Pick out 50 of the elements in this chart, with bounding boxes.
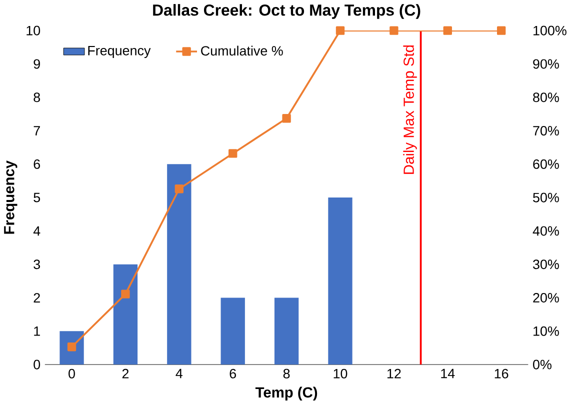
y2-tick-label: 60% <box>533 160 559 170</box>
x-tick-label: 0 <box>68 369 75 379</box>
y2-tick-label: 70% <box>533 126 559 136</box>
x-tick-label: 2 <box>122 369 129 378</box>
bar <box>274 298 299 365</box>
y2-tick-label: 20% <box>533 293 559 303</box>
ref-line-label: Daily Max Temp Std <box>403 46 417 174</box>
y-tick-label: 7 <box>34 126 40 136</box>
y2-tick-label: 30% <box>533 260 559 270</box>
y2-tick-label: 0% <box>533 360 552 370</box>
x-tick-label: 6 <box>230 369 236 379</box>
x-tick-label: 14 <box>441 369 455 378</box>
y-tick-label: 8 <box>34 92 40 102</box>
y2-tick-label: 100% <box>534 26 566 36</box>
x-tick-label: 8 <box>283 369 290 379</box>
y-tick-label: 1 <box>34 326 40 336</box>
y-tick-label: 5 <box>34 193 40 202</box>
point <box>390 26 398 36</box>
bar <box>167 164 192 365</box>
y-tick-label: 3 <box>34 260 40 270</box>
x-tick-label: 12 <box>387 369 401 378</box>
y-tick-label: 2 <box>34 293 40 303</box>
y-tick-label: 4 <box>33 226 40 236</box>
y2-tick-label: 10% <box>534 326 559 336</box>
y2-tick-label: 50% <box>533 193 559 203</box>
x-tick-label: 16 <box>494 369 508 379</box>
chart-title: Dallas Creek: Oct to May Temps (C) <box>153 4 420 20</box>
bar <box>220 298 245 365</box>
x-tick-label: 4 <box>176 369 182 378</box>
bar <box>113 264 138 365</box>
y-tick-label: 9 <box>34 59 40 69</box>
bar <box>328 198 352 365</box>
y-tick-label: 10 <box>26 26 40 36</box>
legend-label: Frequency <box>88 46 151 58</box>
point <box>228 149 238 158</box>
y2-tick-label: 90% <box>533 59 559 69</box>
y-axis-title: Frequency <box>4 160 18 234</box>
y-tick-label: 0 <box>34 360 40 370</box>
point <box>443 26 452 36</box>
y-tick-label: 6 <box>34 160 40 170</box>
point <box>174 184 184 194</box>
point <box>496 26 506 36</box>
point <box>282 114 291 123</box>
legend-label: Cumulative % <box>201 46 283 56</box>
x-axis-title: Temp (C) <box>255 387 318 401</box>
x-tick-label: 10 <box>334 369 348 379</box>
y2-tick-label: 80% <box>533 92 559 102</box>
point <box>336 26 345 36</box>
y2-tick-label: 40% <box>532 226 559 236</box>
point <box>121 290 130 299</box>
